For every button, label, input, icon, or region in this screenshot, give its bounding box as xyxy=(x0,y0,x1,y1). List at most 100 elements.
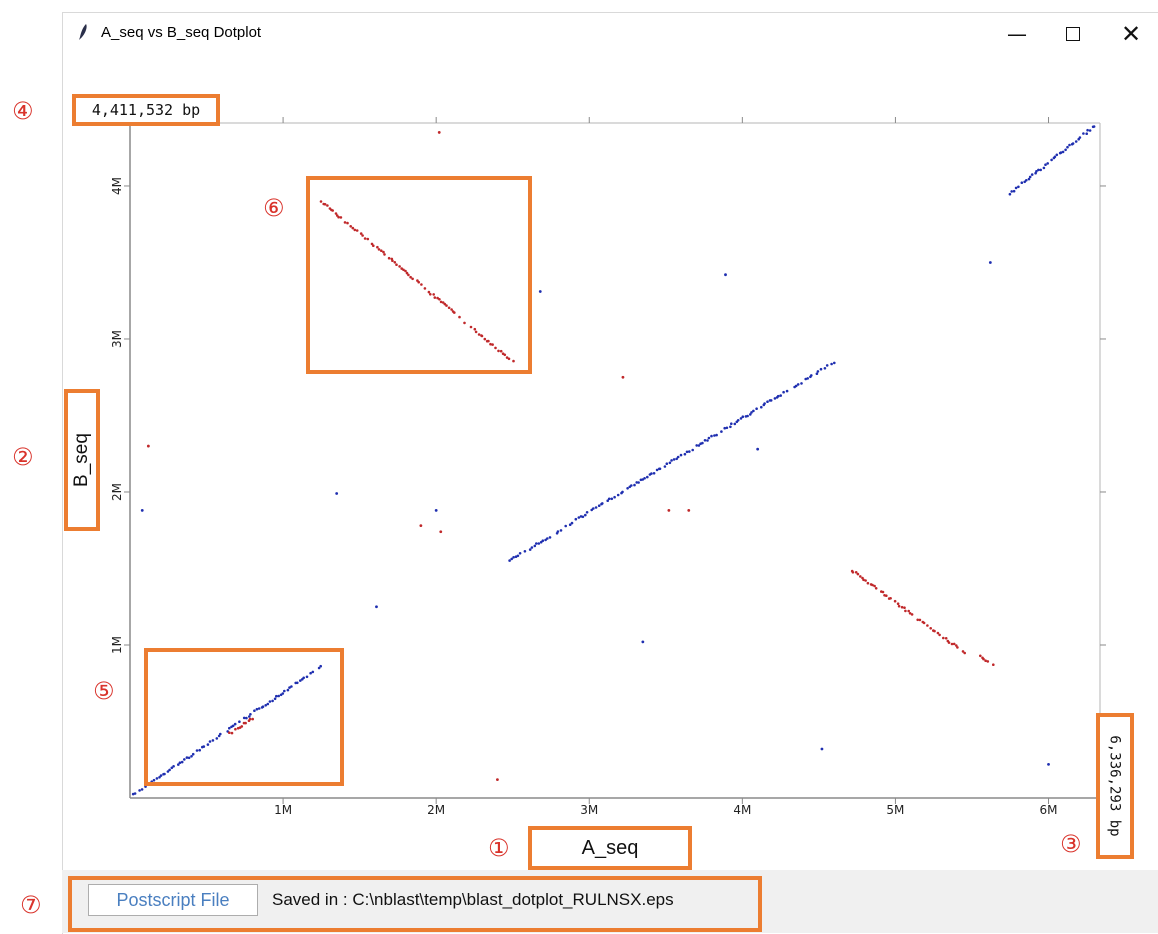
alignment-dot xyxy=(752,409,755,413)
alignment-dot xyxy=(346,221,349,225)
alignment-dot xyxy=(568,523,572,526)
alignment-dot xyxy=(1037,168,1040,172)
alignment-dot xyxy=(299,679,302,682)
alignment-dot xyxy=(255,707,259,711)
alignment-dot xyxy=(266,702,270,706)
alignment-dot xyxy=(933,629,936,633)
alignment-dot xyxy=(833,361,836,365)
alignment-dot xyxy=(1044,163,1047,166)
alignment-dot xyxy=(585,511,589,514)
alignment-dot xyxy=(725,426,729,430)
alignment-dot xyxy=(952,642,956,646)
reverse-alignment xyxy=(319,200,515,363)
alignment-dot xyxy=(372,244,375,247)
alignment-dot xyxy=(195,749,199,752)
alignment-dot xyxy=(675,457,678,461)
alignment-dot xyxy=(271,699,274,703)
alignment-dot xyxy=(463,321,466,325)
alignment-dot xyxy=(382,250,385,254)
alignment-dot xyxy=(760,405,763,409)
alignment-dot xyxy=(302,676,306,680)
alignment-dot xyxy=(796,383,800,386)
alignment-dot xyxy=(499,349,503,353)
alignment-dot xyxy=(429,293,432,296)
alignment-dot xyxy=(810,374,813,377)
title-bar[interactable]: A_seq vs B_seq Dotplot — ✕ xyxy=(63,13,1158,55)
alignment-dot xyxy=(411,277,414,281)
reverse-hit-point xyxy=(621,375,625,379)
close-button[interactable]: ✕ xyxy=(1103,17,1158,51)
maximize-button[interactable] xyxy=(1045,17,1101,51)
alignment-dot xyxy=(133,792,137,795)
alignment-dot xyxy=(763,402,766,405)
alignment-dot xyxy=(806,377,809,380)
alignment-dot xyxy=(1035,170,1038,173)
alignment-dot xyxy=(823,367,827,370)
alignment-dot xyxy=(665,462,669,466)
alignment-dot xyxy=(1025,179,1028,182)
alignment-dot xyxy=(458,315,461,319)
alignment-dot xyxy=(766,400,769,404)
alignment-dot xyxy=(494,346,497,350)
alignment-dot xyxy=(541,539,545,542)
alignment-dot xyxy=(523,550,527,553)
alignment-dot xyxy=(739,417,743,420)
alignment-dot xyxy=(1086,128,1089,132)
alignment-dot xyxy=(208,740,212,743)
x-tick-label: 5M xyxy=(886,803,905,817)
alignment-dot xyxy=(755,407,758,411)
alignment-dot xyxy=(655,468,659,472)
reverse-hit-point xyxy=(667,508,671,512)
alignment-dot xyxy=(779,394,782,397)
alignment-dot xyxy=(1020,181,1024,184)
y-tick-label: 2M xyxy=(110,482,124,501)
alignment-dot xyxy=(441,301,445,304)
alignment-dot xyxy=(190,755,193,758)
alignment-dot xyxy=(854,571,858,574)
alignment-dot xyxy=(172,765,175,768)
postscript-file-button[interactable]: Postscript File xyxy=(88,884,258,916)
alignment-dot xyxy=(518,552,522,555)
reverse-hit-point xyxy=(439,530,443,534)
alignment-dot xyxy=(1010,190,1013,193)
forward-hit-point xyxy=(1047,762,1050,766)
alignment-dot xyxy=(950,642,954,646)
annotation-6: ⑥ xyxy=(263,194,285,222)
minimize-button[interactable]: — xyxy=(989,17,1045,51)
alignment-dot xyxy=(621,490,624,494)
alignment-dot xyxy=(311,670,315,674)
alignment-dot xyxy=(249,713,252,716)
alignment-dot xyxy=(233,722,237,726)
forward-hit-point xyxy=(724,273,727,277)
alignment-dot xyxy=(650,472,653,475)
forward-hit-point xyxy=(820,747,824,751)
alignment-dot xyxy=(1092,125,1096,128)
alignment-dot xyxy=(281,692,285,695)
x-total-length: 6,336,293 bp xyxy=(1107,735,1123,837)
alignment-dot xyxy=(326,204,329,207)
alignment-dot xyxy=(380,249,383,252)
reverse-alignment xyxy=(228,717,254,735)
alignment-dot xyxy=(1014,186,1018,190)
alignment-dot xyxy=(417,280,421,284)
alignment-dot xyxy=(443,302,447,306)
y-axis-label: B_seq xyxy=(71,433,92,487)
alignment-dot xyxy=(866,581,870,585)
alignment-dot xyxy=(489,342,492,346)
footer-highlight xyxy=(68,876,762,932)
alignment-dot xyxy=(228,726,231,730)
alignment-dot xyxy=(288,686,291,689)
alignment-dot xyxy=(800,382,803,385)
alignment-dot xyxy=(268,700,272,703)
alignment-dot xyxy=(366,237,370,241)
forward-alignment xyxy=(131,664,323,796)
alignment-dot xyxy=(438,298,441,301)
alignment-dot xyxy=(873,584,876,588)
alignment-dot xyxy=(616,493,620,497)
alignment-dot xyxy=(317,666,321,670)
alignment-dot xyxy=(469,325,473,329)
alignment-dot xyxy=(391,259,394,263)
x-tick-label: 2M xyxy=(427,803,446,817)
alignment-dot xyxy=(290,685,293,688)
